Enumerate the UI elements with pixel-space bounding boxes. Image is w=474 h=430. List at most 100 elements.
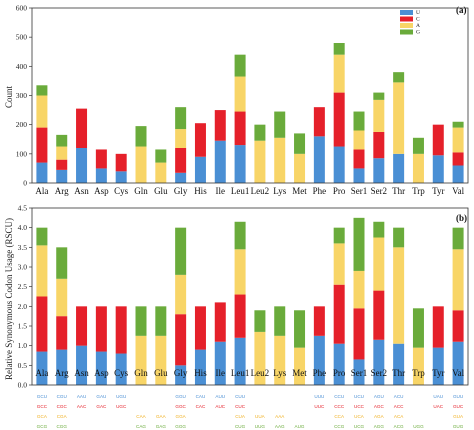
codon-label: AAA [275,414,285,419]
codon-label: CAU [196,394,206,399]
bar-segment-ser1-a [353,270,365,309]
y-tick-label: 2.0 [18,302,28,311]
bar-segment-thr-u [393,153,405,183]
bar-segment-glu-g [155,149,167,163]
panel-b-y-axis-label: Relative Synonymous Codon Usage (RSCU) [4,218,14,380]
codon-label: GCG [37,424,48,429]
bar-segment-ser2-c [373,290,385,340]
category-label: Pro [333,368,346,378]
bar-segment-leu2-g [254,310,266,332]
bar-segment-ile-c [214,302,226,342]
y-tick-label: 100 [16,149,28,158]
bar-segment-val-u [452,165,464,183]
bar-segment-his-u [194,156,206,183]
category-label: Lys [273,368,287,378]
legend-swatch-g [400,29,413,35]
bar-segment-arg-a [56,278,68,317]
bar-segment-gly-c [175,148,187,173]
panel-b-bars [36,217,464,385]
bar-segment-ala-a [36,245,48,297]
category-label: Phe [313,368,327,378]
category-label: Gln [134,368,148,378]
panel-b-rscu-chart: (b) Relative Synonymous Codon Usage (RSC… [4,204,469,390]
codon-label: ACA [394,414,404,419]
bar-segment-phe-c [313,107,325,137]
codon-label: GGU [175,394,185,399]
category-label: Arg [55,186,69,196]
bar-segment-asp-u [95,168,107,183]
category-label: Met [292,368,307,378]
category-label: Val [452,186,464,196]
codon-label: UCU [354,394,364,399]
legend-swatch-a [400,23,413,28]
y-tick-label: 1.5 [18,322,28,331]
codon-label: CGC [57,404,68,409]
category-label: Asp [94,368,109,378]
bar-segment-ala-a [36,95,48,128]
codon-label: UUG [255,424,266,429]
bar-segment-thr-a [393,247,405,344]
legend-label-a: A [416,23,420,29]
bar-segment-gly-a [175,129,187,148]
bar-segment-ser2-g [373,92,385,100]
bar-segment-arg-u [56,169,68,183]
codon-table: GCU CGU AAU GAU UGU GGU CAU AUU CUU UUU CCU UCU AGU A… [37,394,464,429]
bar-segment-pro-a [333,54,345,93]
codon-label: ACU [394,394,404,399]
codon-label: CAA [136,414,146,419]
bar-segment-val-g [452,121,464,128]
bar-segment-val-g [452,227,464,250]
legend-swatch-c [400,16,413,22]
codon-label: AAC [77,404,87,409]
bar-segment-ala-c [36,127,48,163]
codon-label: UCA [354,414,365,419]
codon-label: ACG [394,424,404,429]
category-label: Ser2 [371,186,388,196]
bar-segment-lys-a [274,335,286,385]
bar-segment-pro-g [333,227,345,244]
bar-segment-val-c [452,152,464,166]
bar-segment-leu1-c [234,111,246,146]
bar-segment-gln-g [135,306,147,336]
bar-segment-gly-a [175,274,187,315]
codon-label: AGU [374,394,384,399]
codon-label: CCG [334,424,345,429]
codon-label: CAC [196,404,206,409]
bar-segment-arg-g [56,247,68,279]
bar-segment-val-u [452,341,464,385]
bar-segment-gly-g [175,227,187,275]
bar-segment-ser1-u [353,359,365,385]
panel-a-category-labels: Ala Arg Asn Asp Cys Gln Glu Gly His Ile Leu1 Leu2 Ly… [35,186,464,196]
bar-segment-ala-u [36,351,48,385]
codon-label: UAU [433,394,443,399]
bar-segment-phe-u [313,335,325,385]
bar-segment-ser2-u [373,158,385,183]
bar-segment-ser2-c [373,131,385,159]
bar-segment-met-g [294,310,306,348]
bar-segment-ile-u [214,140,226,183]
codon-label: UGU [116,394,126,399]
category-label: Cys [114,368,129,378]
bar-segment-leu2-g [254,124,266,141]
category-label: Tyr [432,368,444,378]
bar-segment-thr-g [393,72,405,83]
bar-segment-leu1-c [234,294,246,338]
y-tick-label: 4.5 [18,204,28,213]
bar-segment-glu-a [155,162,167,183]
category-label: Ile [216,368,226,378]
bar-segment-glu-a [155,335,167,385]
bar-segment-ser1-a [353,130,365,150]
codon-label: GAG [156,424,167,429]
codon-label: GGA [176,414,187,419]
codon-label: GAU [96,394,106,399]
category-label: Thr [392,368,405,378]
codon-label: CCC [334,404,345,409]
bar-segment-gly-c [175,314,187,366]
codon-label: GAC [96,404,107,409]
codon-label: GCU [37,394,47,399]
bar-segment-pro-a [333,243,345,285]
codon-label: CUA [235,414,246,419]
category-label: Gly [174,186,188,196]
